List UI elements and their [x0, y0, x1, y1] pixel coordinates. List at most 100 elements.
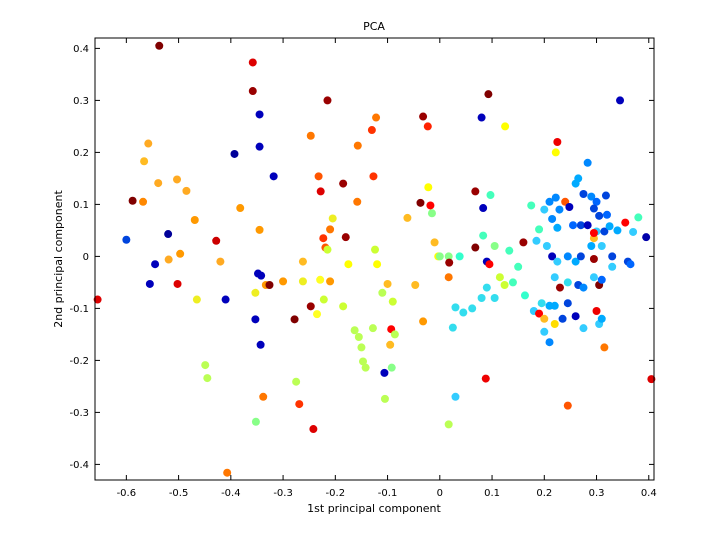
data-point: [230, 149, 239, 158]
data-point: [583, 221, 592, 230]
data-point: [326, 225, 335, 234]
data-point: [602, 210, 611, 219]
data-point: [212, 236, 221, 245]
data-point: [369, 172, 378, 181]
data-point: [257, 271, 266, 280]
data-point: [579, 283, 588, 292]
data-point: [579, 324, 588, 333]
data-point: [361, 363, 370, 372]
data-point: [540, 205, 549, 214]
data-point: [553, 257, 562, 266]
data-point: [164, 255, 173, 264]
x-tick-label: 0.3: [589, 488, 605, 499]
data-point: [427, 209, 436, 218]
data-point: [626, 260, 635, 269]
data-point: [354, 333, 363, 341]
data-point: [380, 368, 389, 377]
data-point: [482, 283, 491, 292]
data-point: [139, 197, 148, 206]
data-point: [380, 394, 389, 403]
data-point: [216, 257, 225, 266]
data-point: [551, 193, 560, 202]
data-point: [444, 273, 453, 282]
data-point: [501, 122, 510, 131]
data-point: [388, 297, 397, 306]
y-tick-label: 0: [83, 252, 89, 263]
y-tick-label: 0.1: [73, 200, 89, 211]
x-tick-label: 0: [437, 488, 443, 499]
data-point: [481, 374, 490, 383]
data-point: [430, 238, 439, 247]
data-point: [192, 295, 201, 304]
data-point: [565, 203, 574, 211]
chart-title: PCA: [363, 20, 385, 33]
data-point: [595, 211, 604, 220]
x-tick-label: -0.4: [221, 488, 241, 499]
data-point: [479, 204, 488, 213]
data-point: [251, 315, 260, 324]
data-point: [203, 374, 212, 383]
data-point: [350, 326, 359, 335]
data-point: [445, 258, 454, 267]
data-point: [416, 198, 425, 207]
data-point: [201, 361, 210, 370]
data-point: [371, 245, 380, 254]
data-point: [605, 222, 614, 231]
data-point: [563, 252, 572, 261]
data-point: [558, 314, 567, 323]
data-point: [145, 279, 154, 288]
data-point: [519, 238, 528, 247]
data-point: [314, 172, 323, 181]
data-point: [540, 327, 549, 336]
data-point: [514, 262, 523, 271]
data-point: [495, 273, 504, 282]
data-point: [390, 330, 399, 339]
x-tick-label: -0.2: [326, 488, 346, 499]
data-point: [569, 221, 578, 230]
data-point: [545, 338, 554, 347]
y-tick-label: 0.3: [73, 96, 89, 107]
data-point: [553, 138, 562, 146]
data-point: [140, 157, 149, 166]
data-point: [451, 392, 460, 401]
data-point: [419, 112, 428, 121]
data-point: [486, 191, 495, 200]
data-point: [423, 122, 432, 131]
data-point: [372, 113, 381, 122]
data-point: [537, 299, 546, 308]
data-point: [563, 401, 572, 410]
data-point: [236, 204, 245, 213]
data-point: [444, 420, 453, 429]
data-point: [589, 273, 598, 282]
data-point: [383, 279, 392, 288]
data-point: [319, 234, 328, 243]
data-point: [550, 320, 559, 328]
data-point: [587, 242, 596, 250]
data-point: [182, 186, 191, 195]
data-point: [600, 227, 609, 236]
x-axis-label: 1st principal component: [307, 502, 441, 515]
data-point: [173, 279, 182, 288]
x-tick-label: 0.4: [641, 488, 657, 499]
data-point: [601, 191, 610, 200]
data-point: [468, 304, 477, 313]
data-point: [298, 257, 307, 266]
data-point: [328, 214, 337, 223]
data-point: [597, 275, 606, 284]
x-tick-label: -0.6: [117, 488, 137, 499]
data-point: [642, 233, 651, 242]
data-point: [251, 417, 260, 426]
y-tick-label: -0.3: [69, 408, 89, 419]
x-tick-label: -0.1: [378, 488, 398, 499]
data-point: [550, 273, 559, 282]
data-point: [589, 255, 598, 263]
data-point: [545, 197, 554, 206]
data-point: [629, 227, 638, 236]
data-point: [316, 187, 325, 196]
y-tick-label: 0.4: [73, 44, 89, 55]
data-point: [353, 141, 362, 150]
data-point: [298, 277, 307, 286]
data-point: [411, 281, 420, 289]
data-point: [251, 288, 260, 297]
data-point: [555, 283, 564, 292]
